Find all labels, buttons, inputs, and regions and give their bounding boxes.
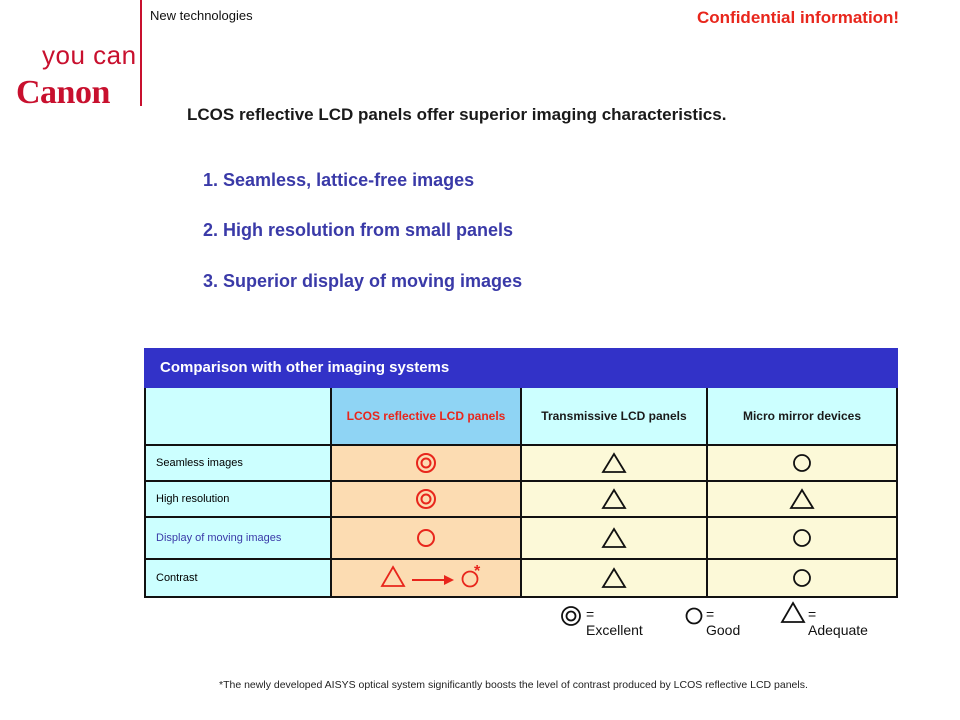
cell-contrast-lcos: * xyxy=(332,560,522,598)
adequate-icon xyxy=(780,601,806,623)
comparison-table: LCOS reflective LCD panels Transmissive … xyxy=(144,388,898,598)
legend-excellent: = Excellent xyxy=(586,606,643,638)
row-label-contrast: Contrast xyxy=(144,560,332,598)
good-icon xyxy=(793,454,811,472)
row-label-moving-images: Display of moving images xyxy=(144,518,332,560)
adequate-icon xyxy=(601,567,627,588)
section-label: New technologies xyxy=(150,8,253,23)
point-moving-images: 3. Superior display of moving images xyxy=(203,271,523,291)
cell-seamless-transmissive xyxy=(522,446,708,482)
col-header-transmissive: Transmissive LCD panels xyxy=(522,388,708,446)
logo-brand: Canon xyxy=(16,74,110,111)
col-header-lcos: LCOS reflective LCD panels xyxy=(332,388,522,446)
cell-moving-micro-mirror xyxy=(708,518,898,560)
cell-resolution-transmissive xyxy=(522,482,708,518)
adequate-icon xyxy=(789,488,815,509)
confidential-notice: Confidential information! xyxy=(697,8,900,27)
adequate-icon xyxy=(601,527,627,548)
cell-resolution-lcos xyxy=(332,482,522,518)
point-resolution: 2. High resolution from small panels xyxy=(203,220,514,240)
good-icon xyxy=(793,529,811,547)
legend-adequate: = Adequate xyxy=(808,606,868,638)
comparison-table-title: Comparison with other imaging systems xyxy=(160,359,450,376)
header-divider xyxy=(140,0,142,106)
cell-moving-lcos xyxy=(332,518,522,560)
excellent-icon xyxy=(416,489,436,509)
canon-logo: you can Canon xyxy=(0,0,142,111)
excellent-icon xyxy=(416,453,436,473)
cell-seamless-lcos xyxy=(332,446,522,482)
good-icon xyxy=(685,607,703,625)
footnote: *The newly developed AISYS optical syste… xyxy=(219,679,808,691)
logo-tagline: you can xyxy=(42,40,137,70)
comparison-table-header: Comparison with other imaging systems xyxy=(144,348,898,388)
adequate-icon xyxy=(601,488,627,509)
point-seamless: 1. Seamless, lattice-free images xyxy=(203,170,475,190)
row-label-resolution: High resolution xyxy=(144,482,332,518)
row-label-seamless: Seamless images xyxy=(144,446,332,482)
col-header-micro-mirror: Micro mirror devices xyxy=(708,388,898,446)
legend-good: = Good xyxy=(706,606,741,638)
table-corner-cell xyxy=(144,388,332,446)
excellent-icon xyxy=(561,606,581,626)
adequate-icon xyxy=(601,452,627,473)
cell-contrast-transmissive xyxy=(522,560,708,598)
good-icon xyxy=(793,569,811,587)
headline: LCOS reflective LCD panels offer superio… xyxy=(187,105,727,124)
good-icon xyxy=(417,529,435,547)
cell-contrast-micro-mirror xyxy=(708,560,898,598)
cell-resolution-micro-mirror xyxy=(708,482,898,518)
cell-moving-transmissive xyxy=(522,518,708,560)
improvement-icon xyxy=(380,565,479,588)
cell-seamless-micro-mirror xyxy=(708,446,898,482)
contrast-note-mark: * xyxy=(474,563,481,580)
